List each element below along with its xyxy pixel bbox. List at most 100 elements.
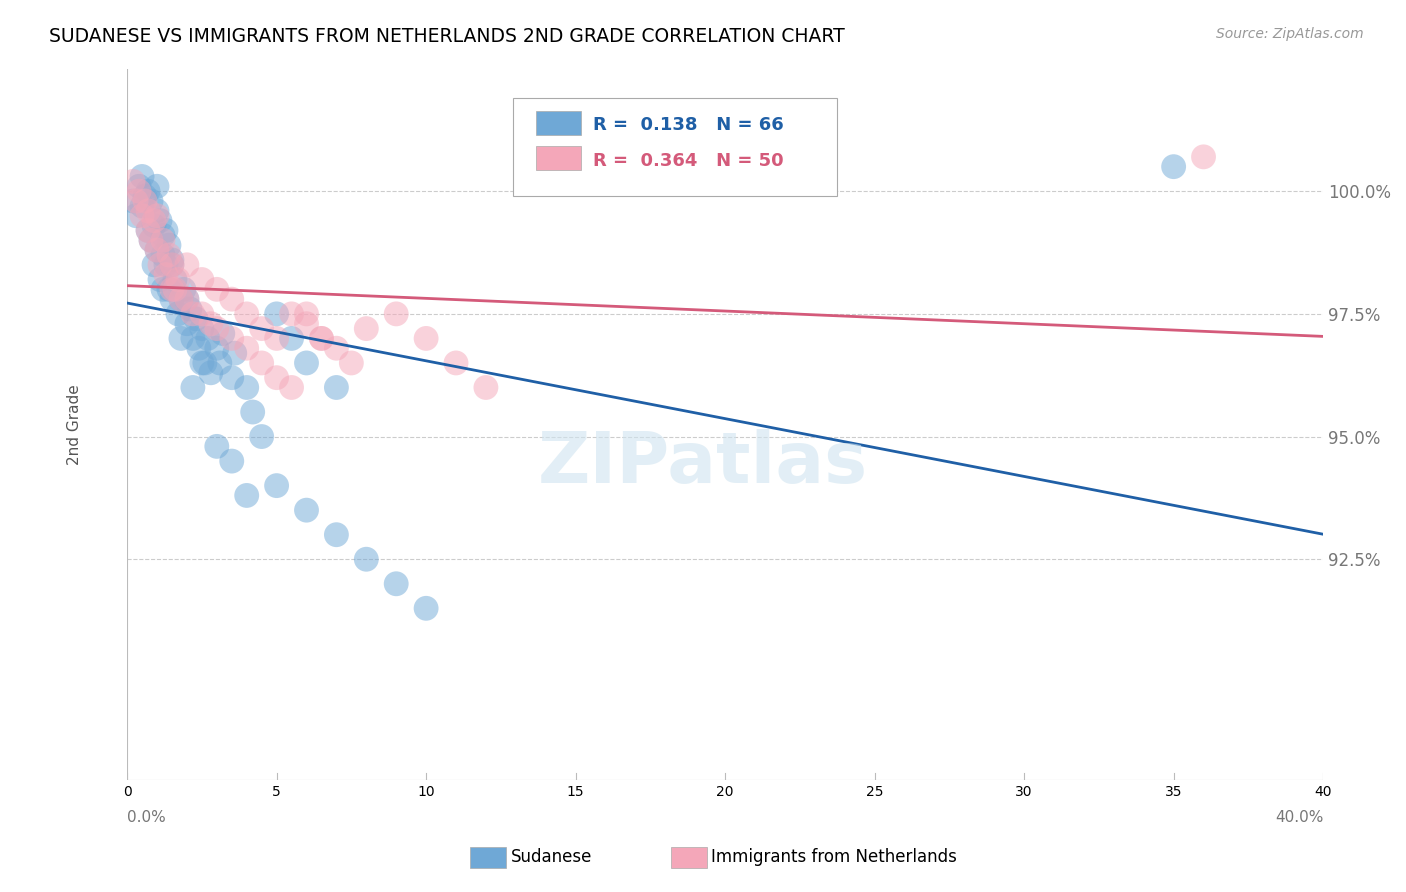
Point [160,252,183,267]
Point [160,258,183,272]
Point [125,194,148,208]
Point [250,321,273,335]
Point [325,527,347,541]
Point [181,331,204,345]
Point [128,179,150,194]
Point [356,321,378,335]
Point [167,272,190,286]
Point [311,331,333,345]
Point [181,307,204,321]
Point [235,380,257,394]
Point [152,248,174,262]
Point [191,321,214,335]
Point [160,282,183,296]
Text: Sudanese: Sudanese [510,848,592,866]
Point [415,331,437,345]
Point [139,194,162,208]
Point [136,184,159,198]
Point [194,356,217,370]
Point [143,219,166,233]
Point [136,203,159,218]
Point [122,174,145,188]
Point [197,331,219,345]
Point [170,331,193,345]
Point [385,307,408,321]
Point [146,209,169,223]
Text: ZIPatlas: ZIPatlas [538,429,868,499]
Point [155,268,177,282]
Point [187,341,209,355]
Point [170,292,193,306]
Text: R =  0.138   N = 66: R = 0.138 N = 66 [593,116,785,134]
Point [235,307,257,321]
Point [221,454,243,468]
Point [205,282,228,296]
Point [131,169,153,184]
Point [356,552,378,566]
Point [134,189,156,203]
Point [311,331,333,345]
Point [266,370,288,384]
Point [149,272,172,286]
Point [208,356,231,370]
Point [205,439,228,453]
Point [415,601,437,615]
Point [200,317,222,331]
Point [122,194,145,208]
Text: 2nd Grade: 2nd Grade [67,384,82,465]
Text: Immigrants from Netherlands: Immigrants from Netherlands [711,848,957,866]
Text: SUDANESE VS IMMIGRANTS FROM NETHERLANDS 2ND GRADE CORRELATION CHART: SUDANESE VS IMMIGRANTS FROM NETHERLANDS … [49,27,845,45]
Point [1163,160,1185,174]
Point [280,331,302,345]
Point [163,272,186,286]
Point [131,199,153,213]
Point [250,429,273,443]
Point [266,331,288,345]
Point [160,292,183,306]
Text: Source: ZipAtlas.com: Source: ZipAtlas.com [1216,27,1364,41]
Point [146,243,169,257]
Point [191,307,214,321]
Point [325,341,347,355]
Point [146,179,169,194]
Point [295,503,318,517]
Point [136,223,159,237]
Point [184,311,207,326]
Point [131,209,153,223]
Point [235,488,257,502]
Point [134,194,156,208]
Point [149,258,172,272]
Point [295,307,318,321]
Point [211,326,233,341]
Point [125,209,148,223]
Point [143,258,166,272]
Point [176,317,198,331]
Point [149,213,172,227]
Point [181,380,204,394]
Point [176,292,198,306]
Point [221,331,243,345]
Point [170,292,193,306]
Point [176,258,198,272]
Point [157,282,180,296]
Point [191,356,214,370]
Point [385,576,408,591]
Point [139,233,162,247]
Point [157,238,180,252]
Point [224,346,246,360]
Point [179,301,201,316]
Point [152,233,174,247]
Point [163,282,186,296]
Point [136,223,159,237]
Point [157,248,180,262]
Point [146,243,169,257]
Point [221,292,243,306]
Point [340,356,363,370]
Point [167,307,190,321]
Point [160,258,183,272]
Text: 0.0%: 0.0% [127,810,166,824]
Point [146,203,169,218]
Point [173,282,195,296]
Point [295,356,318,370]
Point [152,282,174,296]
